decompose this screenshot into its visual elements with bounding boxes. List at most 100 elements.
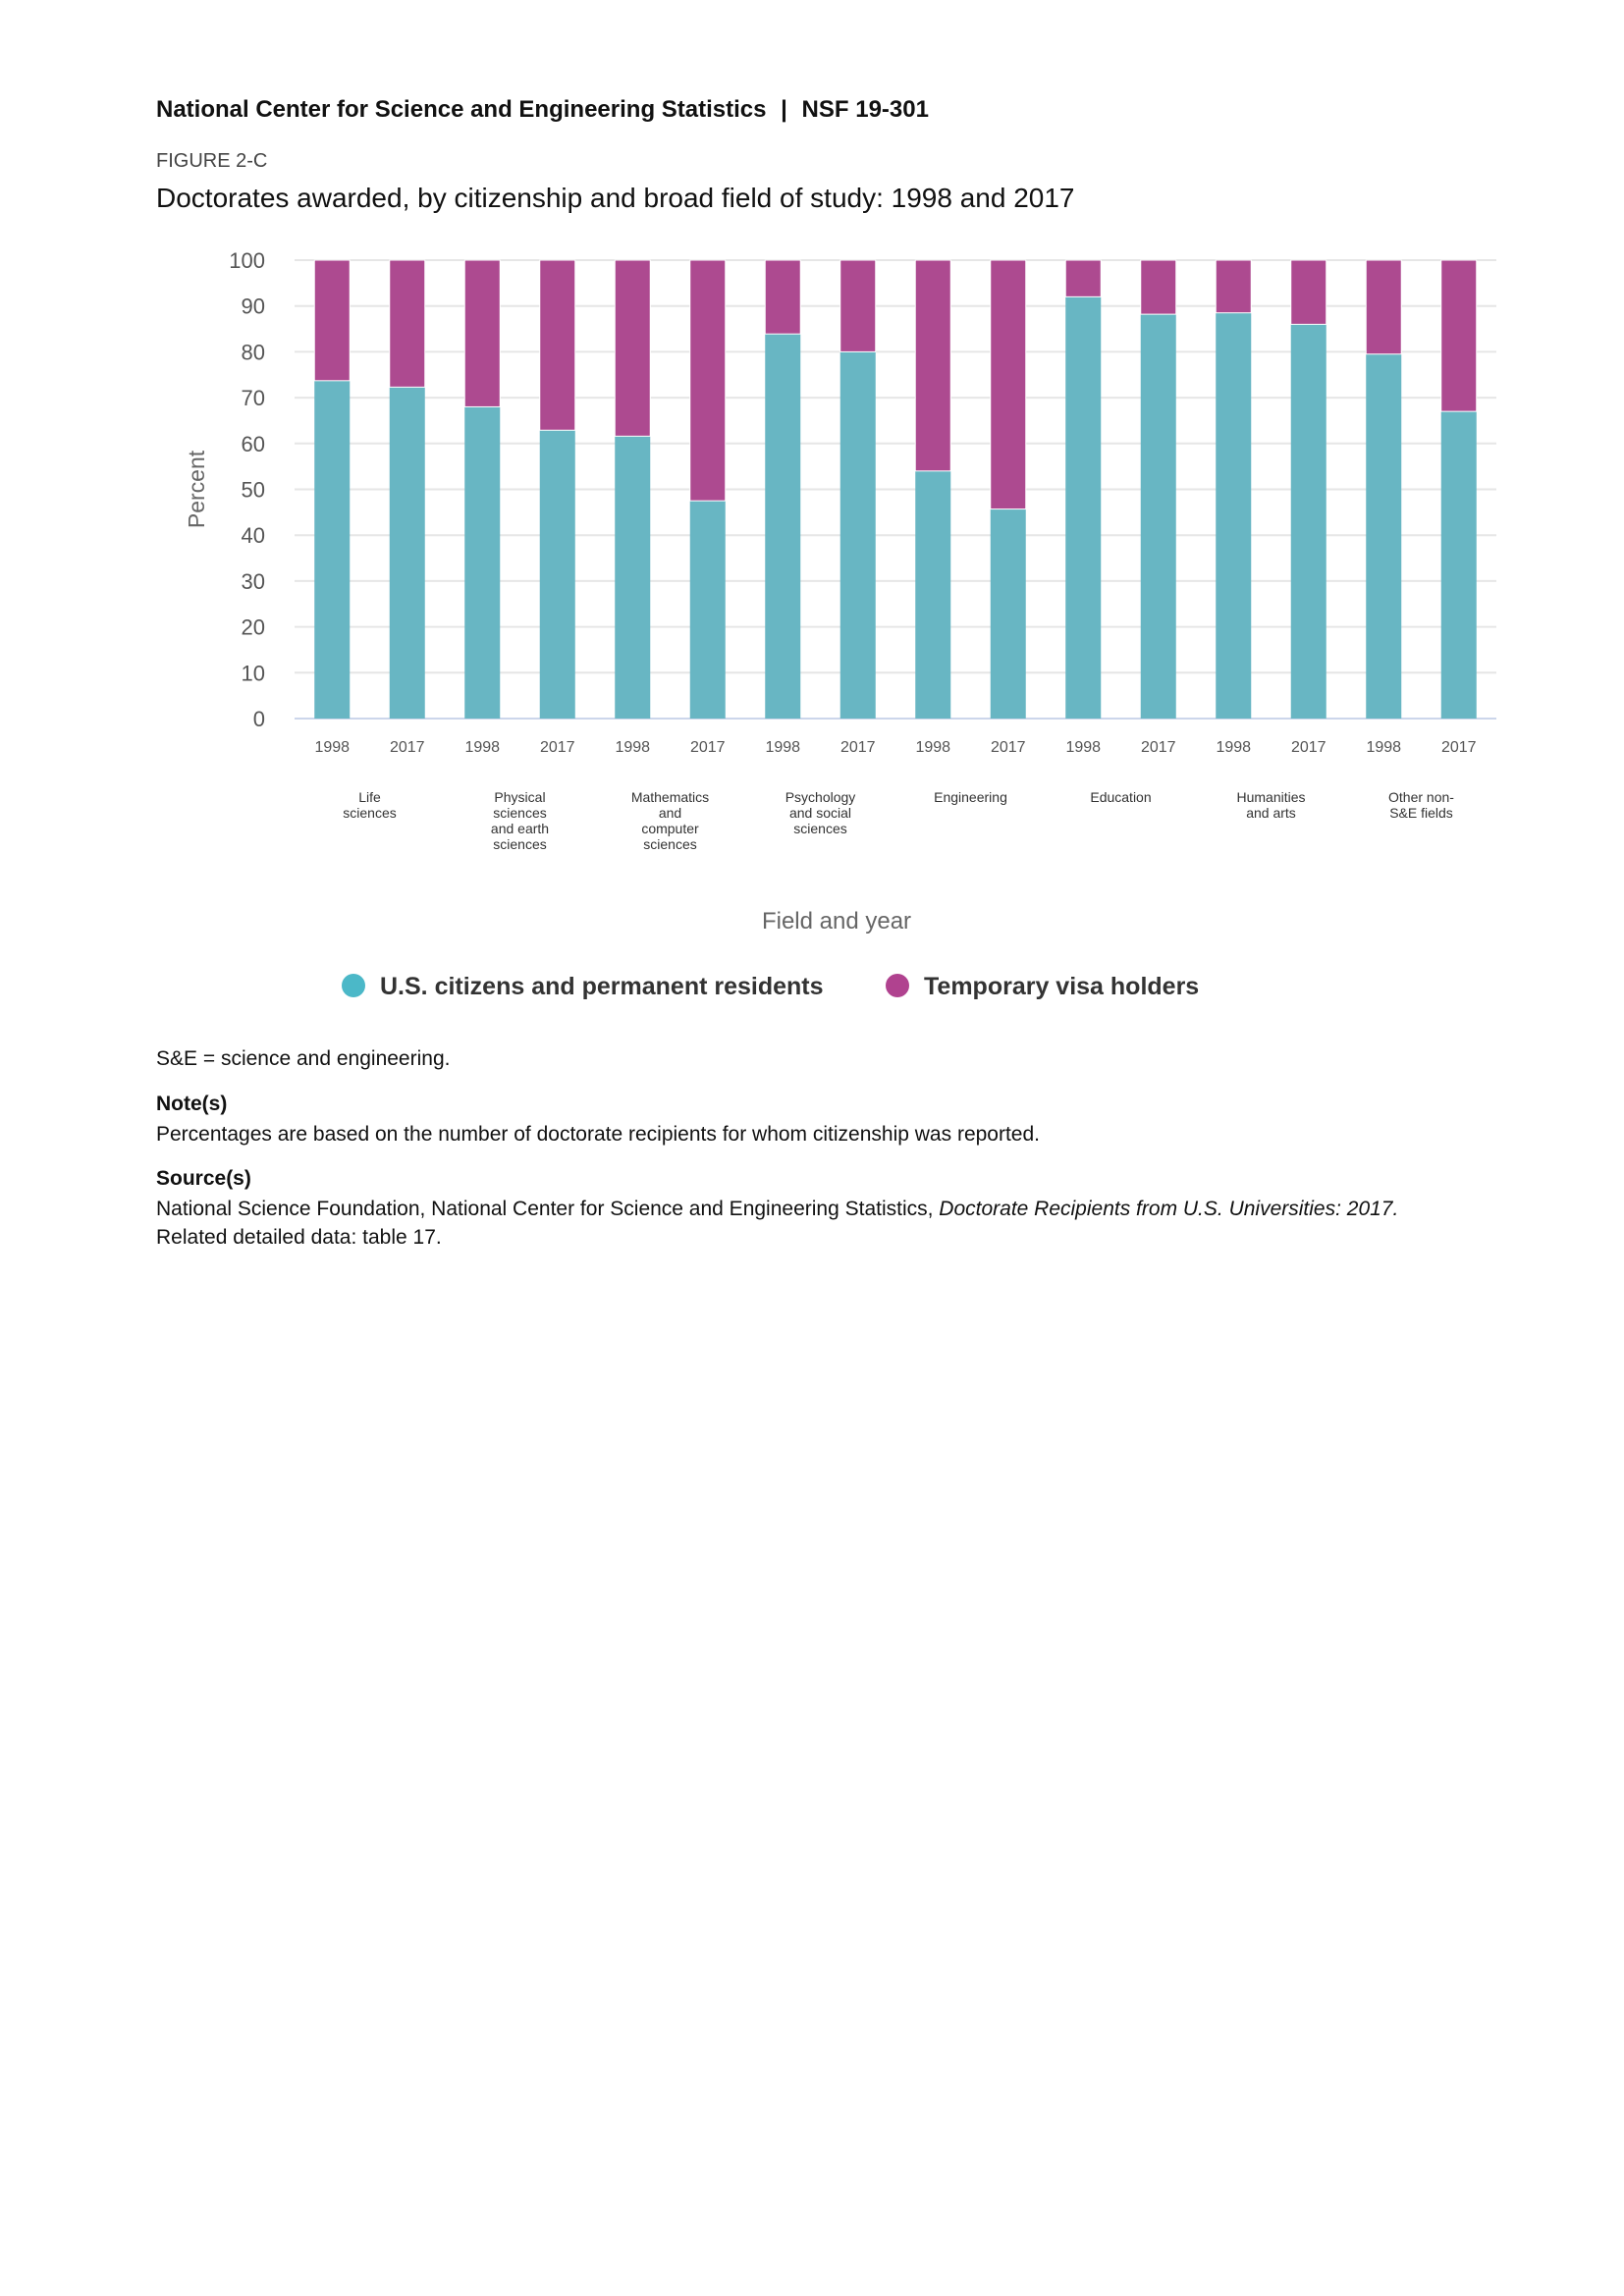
- note-text: Percentages are based on the number of d…: [156, 1123, 1040, 1146]
- group-label: Education: [1090, 789, 1151, 805]
- bar-temporary-visa: [914, 259, 951, 472]
- source-title: Doctorate Recipients from U.S. Universit…: [939, 1198, 1399, 1220]
- group-label: sciences: [643, 836, 696, 852]
- legend-label: Temporary visa holders: [924, 973, 1199, 1000]
- x-tick-label: 2017: [1441, 739, 1477, 756]
- y-tick-label: 70: [242, 386, 265, 410]
- bar-temporary-visa: [389, 259, 426, 388]
- legend-marker: [342, 974, 365, 997]
- group-label: and social: [789, 805, 851, 821]
- bar-us-citizens: [1366, 353, 1402, 719]
- bar-temporary-visa: [1290, 259, 1327, 325]
- group-label: Psychology: [785, 789, 856, 805]
- bar-temporary-visa: [839, 259, 877, 352]
- group-label: Physical: [494, 789, 545, 805]
- bar-us-citizens: [915, 470, 951, 719]
- bar-us-citizens: [1065, 296, 1102, 719]
- group-label: S&E fields: [1389, 805, 1453, 821]
- group-label: Life: [358, 789, 381, 805]
- bar-temporary-visa: [463, 259, 501, 407]
- bar-us-citizens: [765, 334, 801, 719]
- legend-marker: [886, 974, 909, 997]
- bar-temporary-visa: [689, 259, 727, 502]
- source-heading: Source(s): [156, 1167, 251, 1190]
- y-tick-label: 0: [253, 707, 265, 731]
- bar-temporary-visa: [1440, 259, 1478, 412]
- y-tick-label: 60: [242, 432, 265, 456]
- y-tick-label: 80: [242, 340, 265, 364]
- x-tick-label: 2017: [540, 739, 575, 756]
- y-tick-label: 10: [242, 661, 265, 685]
- group-label: Humanities: [1236, 789, 1305, 805]
- x-tick-label: 1998: [765, 739, 800, 756]
- group-label: and: [659, 805, 681, 821]
- group-label: sciences: [343, 805, 396, 821]
- related-data: Related detailed data: table 17.: [156, 1226, 442, 1249]
- x-tick-label: 2017: [690, 739, 726, 756]
- x-tick-label: 1998: [1216, 739, 1251, 756]
- bar-temporary-visa: [990, 259, 1027, 510]
- bar-temporary-visa: [1140, 259, 1177, 315]
- x-tick-label: 2017: [1291, 739, 1326, 756]
- org-name: National Center for Science and Engineer…: [156, 96, 767, 123]
- y-tick-label: 20: [242, 615, 265, 640]
- source-body: National Science Foundation, National Ce…: [156, 1198, 940, 1220]
- group-label: Other non-: [1388, 789, 1454, 805]
- stacked-bar-chart: 0 10 20 30 40 50 60 70 80 90 100 Percent 1998 2017 199…: [184, 248, 1496, 1000]
- y-axis-title: Percent: [184, 450, 209, 528]
- group-label: computer: [641, 821, 699, 836]
- legend-label: U.S. citizens and permanent residents: [380, 973, 824, 1000]
- report-number: NSF 19-301: [801, 96, 929, 123]
- group-label: Engineering: [934, 789, 1007, 805]
- bar-temporary-visa: [313, 259, 351, 382]
- y-tick-label: 100: [229, 248, 265, 273]
- bar-temporary-visa: [764, 259, 801, 335]
- x-tick-label: 1998: [1366, 739, 1401, 756]
- bar-temporary-visa: [614, 259, 651, 437]
- report-header: National Center for Science and Engineer…: [156, 96, 929, 124]
- x-tick-label: 1998: [464, 739, 500, 756]
- group-label: sciences: [793, 821, 846, 836]
- group-label: and arts: [1246, 805, 1296, 821]
- figure-label: FIGURE 2-C: [156, 150, 268, 172]
- x-tick-label: 2017: [991, 739, 1026, 756]
- bar-us-citizens: [389, 387, 425, 719]
- group-label: and earth: [491, 821, 549, 836]
- y-tick-label: 90: [242, 294, 265, 319]
- abbreviation-note: S&E = science and engineering.: [156, 1047, 451, 1070]
- bar-temporary-visa: [539, 259, 576, 431]
- bar-us-citizens: [990, 508, 1026, 719]
- bar-us-citizens: [314, 380, 351, 719]
- x-tick-label: 1998: [915, 739, 950, 756]
- bar-us-citizens: [464, 406, 501, 719]
- bar-us-citizens: [1290, 324, 1326, 719]
- x-tick-label: 1998: [1065, 739, 1101, 756]
- source-text: National Science Foundation, National Ce…: [156, 1195, 1531, 1252]
- x-tick-label: 2017: [390, 739, 425, 756]
- group-label: sciences: [493, 836, 546, 852]
- x-tick-label: 2017: [840, 739, 876, 756]
- bar-us-citizens: [1440, 411, 1477, 719]
- chart-title: Doctorates awarded, by citizenship and b…: [156, 183, 1075, 213]
- bar-us-citizens: [839, 351, 876, 719]
- group-label: sciences: [493, 805, 546, 821]
- y-tick-label: 40: [242, 523, 265, 548]
- bar-us-citizens: [1140, 314, 1176, 719]
- bar-temporary-visa: [1064, 259, 1102, 297]
- bar-temporary-visa: [1215, 259, 1252, 314]
- note-heading: Note(s): [156, 1093, 228, 1115]
- x-tick-label: 1998: [615, 739, 650, 756]
- bar-us-citizens: [689, 501, 726, 719]
- x-axis-title: Field and year: [762, 908, 911, 934]
- bar-us-citizens: [615, 436, 651, 719]
- separator: |: [781, 96, 787, 123]
- y-tick-label: 50: [242, 478, 265, 503]
- bar-temporary-visa: [1365, 259, 1402, 355]
- x-tick-label: 1998: [314, 739, 350, 756]
- bar-us-citizens: [539, 430, 575, 719]
- y-tick-label: 30: [242, 569, 265, 594]
- group-label: Mathematics: [631, 789, 709, 805]
- bar-us-citizens: [1216, 312, 1252, 719]
- x-tick-label: 2017: [1141, 739, 1176, 756]
